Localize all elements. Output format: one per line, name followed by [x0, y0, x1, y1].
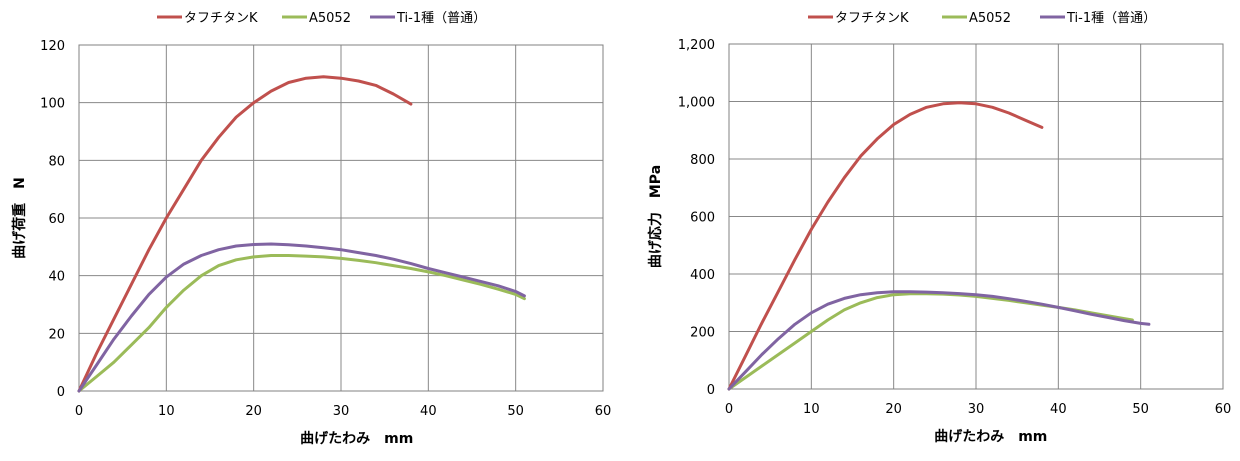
legend-label: Ti-1種（普通） — [396, 10, 486, 26]
legend-label: Ti-1種（普通） — [1066, 10, 1156, 26]
legend-label: タフチタンK — [184, 11, 258, 26]
legend-label: A5052 — [309, 11, 351, 26]
y-tick-label: 100 — [40, 97, 65, 112]
series-line-2 — [727, 292, 1134, 391]
x-tick-label: 10 — [803, 402, 820, 417]
legend-label: A5052 — [969, 11, 1011, 26]
x-tick-label: 50 — [1132, 402, 1149, 417]
chart-svg-stress: 0 10 20 30 40 50 6002004006008001,0001,200曲げたわ… — [647, 10, 1232, 445]
y-tick-label: 400 — [690, 268, 715, 283]
y-tick-label: 40 — [48, 270, 65, 285]
x-tick-label: 50 — [507, 404, 524, 419]
y-tick-label: 600 — [690, 211, 715, 226]
chart-svg-load: 0 10 20 30 40 50 60 0 20 40 60 80 100 120 曲げたわみ mm 曲げ荷重… — [11, 10, 612, 447]
y-tick-label: 200 — [690, 326, 715, 341]
series-line-3 — [727, 290, 1151, 391]
y-axis-title: 曲げ応力 MPa — [647, 165, 664, 268]
y-tick-label: 20 — [48, 327, 65, 342]
y-tick-label: 1,200 — [678, 38, 715, 53]
x-tick-label: 60 — [1215, 402, 1232, 417]
y-tick-label: 1,000 — [678, 96, 715, 111]
x-axis-title: 曲げたわみ mm — [934, 428, 1047, 445]
x-tick-label: 40 — [1050, 402, 1067, 417]
y-tick-label: 0 — [57, 385, 65, 400]
y-tick-label: 0 — [707, 383, 715, 398]
x-tick-label: 40 — [420, 404, 437, 419]
legend-label: タフチタンK — [835, 11, 909, 26]
series-line-2 — [77, 254, 526, 393]
x-tick-label: 20 — [885, 402, 902, 417]
y-axis-title: 曲げ荷重 N — [11, 177, 28, 259]
x-tick-label: 30 — [333, 404, 350, 419]
x-tick-label: 20 — [245, 404, 262, 419]
x-tick-label: 0 — [725, 402, 733, 417]
plot-area — [78, 44, 604, 392]
x-tick-label: 30 — [968, 402, 985, 417]
y-tick-label: 120 — [40, 39, 65, 54]
x-tick-label: 0 — [75, 404, 83, 419]
y-tick-label: 60 — [48, 212, 65, 227]
series-line-3 — [77, 242, 526, 393]
x-tick-label: 60 — [595, 404, 612, 419]
plot-area — [728, 43, 1224, 390]
y-tick-label: 80 — [48, 154, 65, 169]
x-tick-label: 10 — [158, 404, 175, 419]
series-line-1 — [77, 75, 413, 393]
x-axis-title: 曲げたわみ mm — [300, 430, 413, 447]
chart-bending-load: 0 10 20 30 40 50 60 0 20 40 60 80 100 120 曲げたわみ mm 曲げ荷重… — [0, 0, 620, 457]
series-line-1 — [727, 101, 1044, 391]
chart-bending-stress: 0 10 20 30 40 50 60 0 200 400 600 800 1,000 1,200 曲げたわ… — [630, 0, 1240, 457]
y-tick-label: 800 — [690, 153, 715, 168]
